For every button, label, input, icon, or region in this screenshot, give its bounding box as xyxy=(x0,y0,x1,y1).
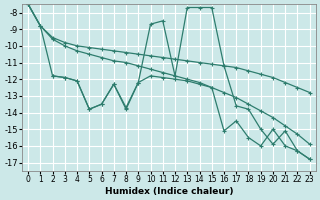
X-axis label: Humidex (Indice chaleur): Humidex (Indice chaleur) xyxy=(105,187,233,196)
